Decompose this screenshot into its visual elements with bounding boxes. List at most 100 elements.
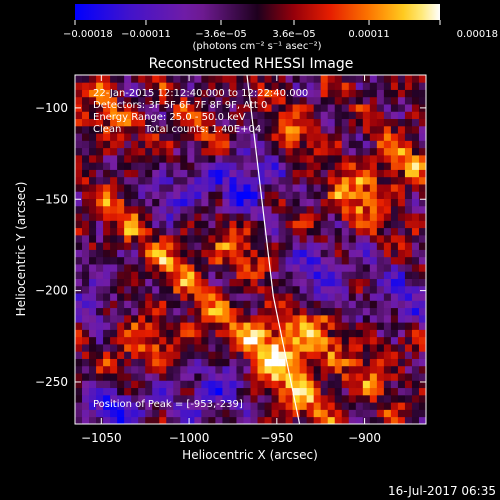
- heatmap-cell: [180, 162, 188, 170]
- heatmap-cell: [411, 118, 420, 127]
- heatmap-cell: [327, 198, 336, 207]
- heatmap-cell: [117, 104, 125, 112]
- heatmap-cell: [159, 82, 167, 90]
- heatmap-cell: [117, 373, 125, 381]
- heatmap-cell: [173, 169, 181, 178]
- heatmap-cell: [236, 184, 244, 192]
- heatmap-cell: [229, 140, 237, 149]
- heatmap-cell: [222, 344, 230, 352]
- heatmap-cell: [152, 169, 160, 178]
- heatmap-cell: [110, 89, 118, 98]
- heatmap-cell: [159, 75, 167, 83]
- heatmap-cell: [411, 242, 420, 250]
- heatmap-cell: [152, 227, 160, 236]
- heatmap-cell: [243, 329, 251, 338]
- heatmap-cell: [201, 234, 209, 243]
- heatmap-cell: [250, 409, 258, 418]
- heatmap-cell: [152, 162, 160, 170]
- heatmap-cell: [229, 82, 237, 90]
- heatmap-cell: [215, 96, 223, 105]
- heatmap-cell: [159, 351, 167, 359]
- heatmap-cell: [250, 205, 258, 214]
- heatmap-cell: [250, 234, 258, 243]
- heatmap-cell: [82, 293, 90, 301]
- heatmap-cell: [131, 198, 139, 207]
- heatmap-cell: [138, 278, 146, 287]
- heatmap-cell: [404, 322, 413, 330]
- heatmap-cell: [131, 365, 139, 374]
- heatmap-cell: [243, 293, 251, 301]
- heatmap-cell: [166, 307, 174, 316]
- heatmap-cell: [82, 75, 90, 83]
- heatmap-cell: [215, 118, 223, 127]
- heatmap-cell: [285, 133, 294, 141]
- heatmap-cell: [278, 234, 286, 243]
- heatmap-cell: [152, 242, 160, 250]
- heatmap-cell: [131, 249, 139, 258]
- heatmap-cell: [292, 322, 301, 330]
- heatmap-cell: [348, 242, 357, 250]
- heatmap-cell: [390, 249, 399, 258]
- heatmap-cell: [327, 402, 336, 410]
- heatmap-cell: [383, 285, 392, 294]
- heatmap-cell: [320, 82, 329, 90]
- heatmap-cell: [278, 344, 286, 352]
- annotation-total-counts: Total counts: 1.40E+04: [144, 124, 261, 135]
- heatmap-cell: [383, 351, 392, 359]
- heatmap-cell: [89, 176, 97, 185]
- heatmap-cell: [278, 227, 286, 236]
- heatmap-cell: [404, 220, 413, 229]
- heatmap-cell: [334, 205, 343, 214]
- heatmap-cell: [257, 205, 265, 214]
- heatmap-cell: [89, 191, 97, 199]
- heatmap-cell: [390, 242, 399, 250]
- heatmap-cell: [215, 184, 223, 192]
- heatmap-cell: [222, 198, 230, 207]
- heatmap-cell: [271, 220, 279, 229]
- heatmap-cell: [250, 213, 258, 221]
- heatmap-cell: [229, 409, 237, 418]
- heatmap-cell: [257, 234, 265, 243]
- heatmap-cell: [187, 169, 195, 178]
- heatmap-cell: [292, 191, 301, 199]
- heatmap-cell: [271, 234, 279, 243]
- heatmap-cell: [348, 314, 357, 323]
- heatmap-cell: [180, 416, 188, 424]
- heatmap-cell: [145, 154, 153, 163]
- heatmap-cell: [89, 358, 97, 367]
- heatmap-cell: [313, 358, 322, 367]
- heatmap-cell: [215, 82, 223, 90]
- heatmap-cell: [320, 242, 329, 250]
- heatmap-cell: [355, 358, 364, 367]
- heatmap-cell: [180, 358, 188, 367]
- heatmap-cell: [327, 169, 336, 178]
- heatmap-cell: [369, 176, 378, 185]
- heatmap-cell: [390, 300, 399, 309]
- heatmap-cell: [75, 234, 83, 243]
- heatmap-cell: [390, 234, 399, 243]
- heatmap-cell: [334, 373, 343, 381]
- heatmap-cell: [334, 387, 343, 396]
- heatmap-cell: [257, 336, 265, 345]
- heatmap-cell: [89, 285, 97, 294]
- heatmap-cell: [306, 147, 315, 156]
- heatmap-cell: [166, 191, 174, 199]
- heatmap-cell: [299, 249, 308, 258]
- heatmap-cell: [390, 387, 399, 396]
- heatmap-cell: [376, 118, 385, 127]
- heatmap-cell: [110, 402, 118, 410]
- heatmap-cell: [89, 416, 97, 424]
- heatmap-cell: [264, 307, 272, 316]
- heatmap-cell: [229, 365, 237, 374]
- heatmap-cell: [250, 227, 258, 236]
- heatmap-cell: [124, 322, 132, 330]
- heatmap-cell: [313, 191, 322, 199]
- heatmap-cell: [124, 365, 132, 374]
- heatmap-cell: [390, 220, 399, 229]
- heatmap-cell: [369, 133, 378, 141]
- heatmap-cell: [271, 242, 279, 250]
- heatmap-cell: [131, 402, 139, 410]
- heatmap-cell: [320, 176, 329, 185]
- heatmap-cell: [243, 373, 251, 381]
- heatmap-cell: [222, 242, 230, 250]
